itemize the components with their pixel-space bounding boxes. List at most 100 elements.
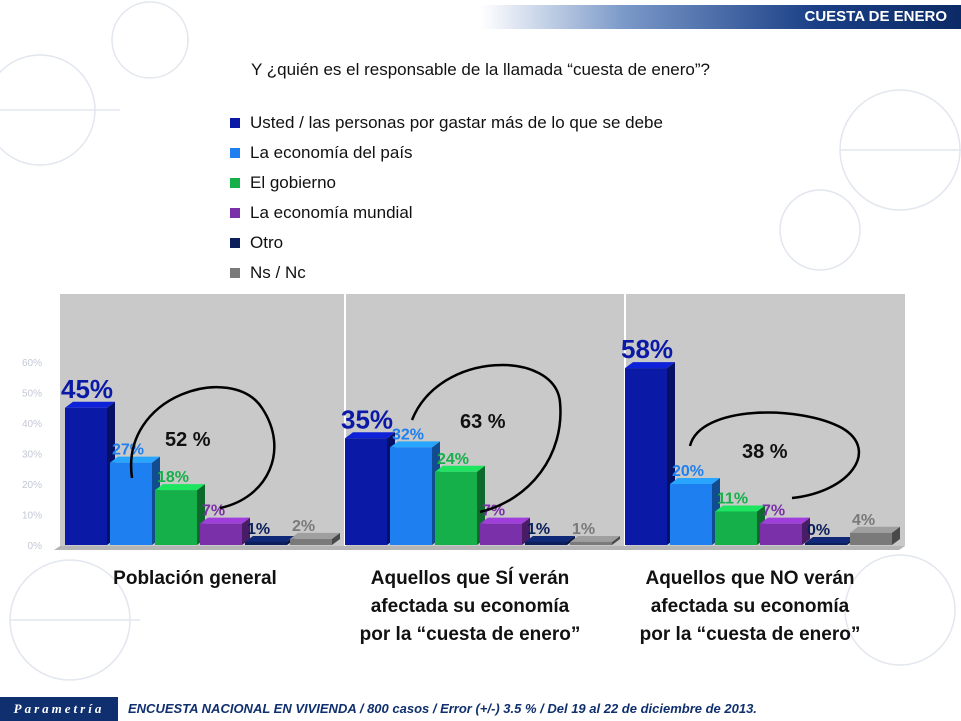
bar-value-label: 32% [392, 426, 424, 443]
bar-side [612, 535, 620, 545]
bar-front [345, 438, 387, 545]
group-label: Población general [113, 568, 277, 589]
y-tick-label: 40% [22, 419, 42, 430]
legend-swatch [230, 208, 240, 218]
legend-item: Otro [230, 228, 663, 258]
bar [290, 532, 340, 545]
annotation-label: 52 % [165, 429, 211, 451]
bar-front [480, 523, 522, 545]
annotation-arc [688, 411, 861, 500]
bar-top [110, 456, 160, 463]
y-tick-label: 0% [28, 541, 43, 552]
bar-top [525, 535, 575, 542]
bar-front [670, 484, 712, 545]
bar-top [290, 532, 340, 539]
bar-top [390, 441, 440, 448]
bar-value-label: 35% [341, 404, 393, 434]
title-banner: CUESTA DE ENERO [481, 5, 961, 29]
bar [435, 465, 485, 545]
bar [525, 535, 575, 545]
bar-top [345, 432, 395, 439]
bar-value-label: 45% [61, 374, 113, 404]
legend-item: La economía del país [230, 138, 663, 168]
bar-value-label: 7% [202, 503, 225, 520]
bar-front [760, 523, 802, 545]
bar [760, 517, 810, 545]
legend-swatch [230, 178, 240, 188]
bar-front [850, 532, 892, 545]
legend-item: Ns / Nc [230, 258, 663, 288]
bar-front [245, 541, 287, 545]
bar [850, 526, 900, 545]
bar-top [435, 465, 485, 472]
bar [625, 362, 675, 545]
bar-front [290, 538, 332, 545]
bar-value-label: 20% [672, 463, 704, 480]
bar-side [892, 526, 900, 545]
legend-label: La economía del país [250, 143, 413, 162]
annotation-label: 38 % [742, 441, 788, 463]
bar-top [715, 505, 765, 512]
bar [670, 478, 720, 545]
legend-label: Otro [250, 233, 284, 252]
bar-front [805, 543, 847, 545]
annotation-arc [410, 363, 562, 514]
bar [390, 441, 440, 545]
legend-swatch [230, 118, 240, 128]
bar [480, 517, 530, 545]
group-label: Aquellos que NO verán afectada su econom… [639, 568, 861, 645]
legend-label: La economía mundial [250, 203, 413, 222]
bar-value-label: 4% [852, 512, 875, 529]
bar-value-label: 1% [572, 521, 595, 538]
bar-value-label: 0% [807, 522, 830, 539]
bar-value-label: 18% [157, 469, 189, 486]
legend-item: La economía mundial [230, 198, 663, 228]
bar-front [570, 541, 612, 545]
bar-top [200, 517, 250, 524]
bar-top [625, 362, 675, 369]
bar [345, 432, 395, 545]
y-tick-label: 50% [22, 389, 42, 400]
bar-value-label: 2% [292, 518, 315, 535]
bar-front [525, 541, 567, 545]
bar-top [65, 401, 115, 408]
bar-side [802, 517, 810, 545]
bar-front [155, 490, 197, 545]
bar-front [200, 523, 242, 545]
y-tick-label: 20% [22, 480, 42, 491]
footer-note: ENCUESTA NACIONAL EN VIVIENDA / 800 caso… [128, 701, 757, 716]
bar-value-label: 58% [621, 334, 673, 364]
legend-label: Usted / las personas por gastar más de l… [250, 113, 663, 132]
y-tick-label: 30% [22, 450, 42, 461]
bar-side [522, 517, 530, 545]
legend-label: Ns / Nc [250, 263, 306, 282]
plot-floor [54, 546, 905, 550]
bar-front [625, 368, 667, 545]
bar-top [245, 535, 295, 542]
bar-side [242, 517, 250, 545]
banner-title: CUESTA DE ENERO [804, 8, 947, 25]
legend-label: El gobierno [250, 173, 337, 192]
bar-top [760, 517, 810, 524]
bar-front [390, 447, 432, 545]
bar [155, 484, 205, 545]
bar [110, 456, 160, 545]
bar-top [155, 484, 205, 491]
bar-top [570, 535, 620, 542]
annotation-label: 63 % [460, 411, 506, 433]
bar-front [715, 511, 757, 545]
bar-value-label: 1% [527, 521, 550, 538]
bar-value-label: 24% [437, 451, 469, 468]
bar-front [435, 471, 477, 545]
y-tick-label: 60% [22, 358, 42, 369]
bar-value-label: 27% [112, 442, 144, 459]
legend-item: El gobierno [230, 168, 663, 198]
bar [570, 535, 620, 545]
legend-item: Usted / las personas por gastar más de l… [230, 108, 663, 138]
bar [65, 401, 115, 545]
bar-top [805, 537, 855, 543]
bar [715, 505, 765, 545]
chart-legend: Usted / las personas por gastar más de l… [230, 108, 663, 288]
